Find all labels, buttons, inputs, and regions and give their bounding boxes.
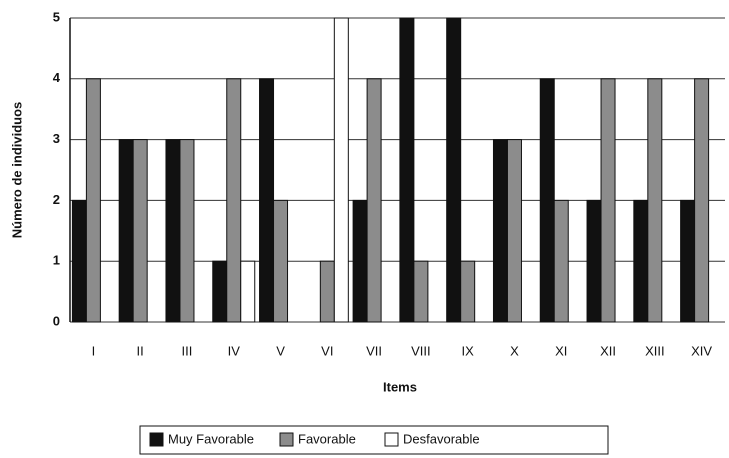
bar [333,17,349,323]
bar [460,260,476,323]
y-tick-label: 0 [53,313,60,328]
legend-swatch [149,432,164,447]
bar [179,139,195,323]
x-tick-label: V [276,343,285,358]
bar [446,17,462,323]
x-tick-label: XII [600,343,616,358]
bar [352,199,368,323]
x-tick-label: III [182,343,193,358]
x-tick-label: II [137,343,144,358]
bar [633,199,649,323]
bar [118,139,134,323]
x-tick-label: VII [366,343,382,358]
x-tick-label: I [92,343,96,358]
bar [492,139,508,323]
bar [226,78,242,323]
y-tick-label: 5 [53,9,60,24]
legend-box [139,425,609,455]
bar [506,139,522,323]
x-tick-label: VI [321,343,333,358]
legend-label: Desfavorable [403,431,480,446]
x-tick-label: XIII [645,343,665,358]
x-tick-label: VIII [411,343,431,358]
bar [165,139,181,323]
y-tick-label: 4 [53,70,61,85]
x-tick-label: IV [228,343,241,358]
bar [600,78,616,323]
y-axis-label: Número de individuos [9,102,24,239]
bar [212,260,228,323]
x-tick-label: XIV [691,343,712,358]
bar [319,260,335,323]
bar [259,78,275,323]
legend-swatch [384,432,399,447]
legend-swatch [279,432,294,447]
bar [132,139,148,323]
y-tick-label: 3 [53,131,60,146]
bar [240,260,256,323]
bar [694,78,710,323]
x-tick-label: XI [555,343,567,358]
y-tick-label: 2 [53,192,60,207]
legend-label: Muy Favorable [168,431,254,446]
bar [553,199,569,323]
bar [586,199,602,323]
bar [413,260,429,323]
bar [273,199,289,323]
bar [539,78,555,323]
bar [71,199,87,323]
x-tick-label: IX [462,343,475,358]
bar [399,17,415,323]
x-axis-label: Items [383,379,417,394]
bar [680,199,696,323]
bar [647,78,663,323]
y-tick-label: 1 [53,253,60,268]
legend-label: Favorable [298,431,356,446]
bar [85,78,101,323]
bar [366,78,382,323]
x-tick-label: X [510,343,519,358]
